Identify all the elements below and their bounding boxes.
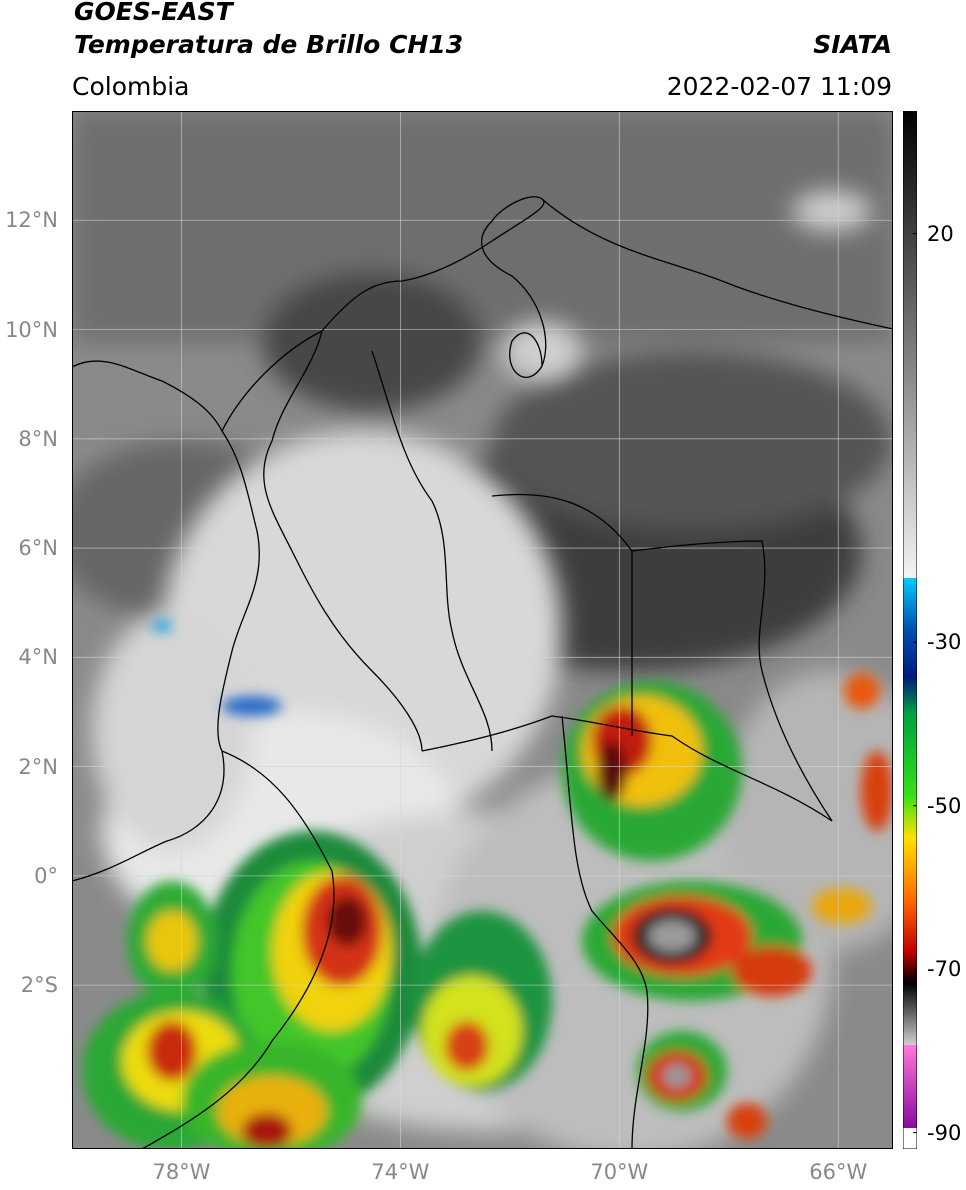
colorbar-tick-label: 20 — [927, 221, 954, 246]
timestamp-label: 2022-02-07 11:09 — [666, 72, 892, 101]
region-label: Colombia — [72, 72, 190, 101]
lon-tick-label: 74°W — [371, 1160, 430, 1184]
map-gridlines — [72, 111, 893, 1149]
colorbar — [903, 111, 917, 1149]
satellite-map[interactable] — [72, 111, 893, 1149]
colorbar-tick-label: -70 — [927, 957, 962, 982]
lat-tick-label: 4°N — [18, 645, 58, 670]
lat-tick-label: 2°N — [18, 754, 58, 779]
lat-tick-label: 0° — [34, 863, 58, 888]
lon-tick-label: 70°W — [590, 1160, 649, 1184]
organization-label: SIATA — [813, 30, 892, 59]
product-title: Temperatura de Brillo CH13 — [74, 30, 464, 59]
storm-cells — [82, 620, 893, 1149]
satellite-title: GOES-EAST — [74, 0, 233, 26]
lat-tick-label: 12°N — [5, 208, 58, 233]
lon-tick-label: 66°W — [809, 1160, 868, 1184]
lat-tick-label: 6°N — [18, 536, 58, 561]
country-borders — [72, 196, 893, 1149]
lat-tick-label: 10°N — [5, 317, 58, 342]
lon-tick-label: 78°W — [152, 1160, 211, 1184]
lat-tick-label: 2°S — [20, 973, 58, 998]
lat-tick-label: 8°N — [18, 426, 58, 451]
colorbar-tick-label: -50 — [927, 793, 962, 818]
colorbar-tick-label: -30 — [927, 630, 962, 655]
colorbar-tick-label: -90 — [927, 1120, 962, 1145]
